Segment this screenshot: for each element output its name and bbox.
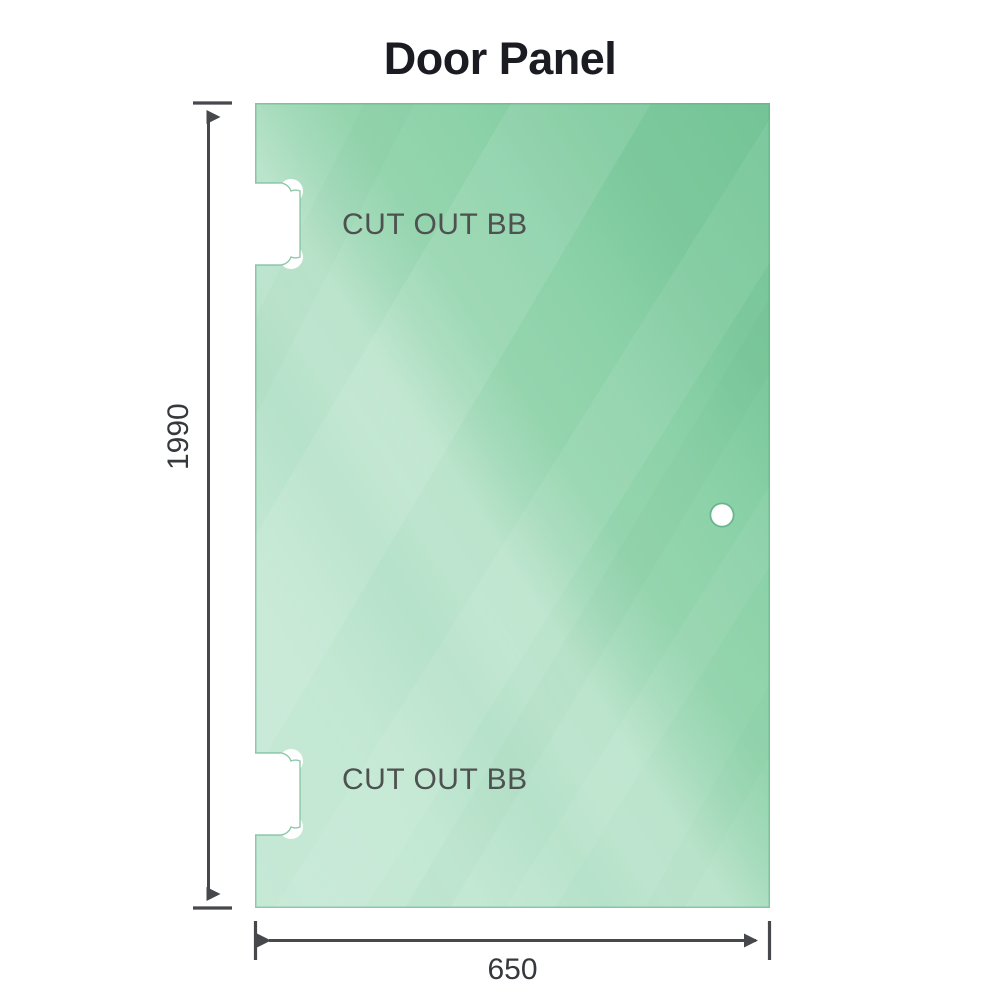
height-dimension — [193, 101, 232, 910]
handle-hole-icon — [709, 502, 735, 528]
page-title: Door Panel — [383, 33, 617, 84]
glass-door-panel — [255, 103, 770, 908]
cutout-bottom-outline — [255, 752, 301, 836]
panel-graphic — [255, 103, 770, 908]
width-dimension-label: 650 — [487, 953, 538, 986]
height-dimension-label: 1990 — [162, 403, 195, 470]
cutout-top-outline — [255, 182, 301, 266]
cutout-top-label: CUT OUT BB — [342, 208, 528, 241]
cutout-bottom-label: CUT OUT BB — [342, 763, 528, 796]
